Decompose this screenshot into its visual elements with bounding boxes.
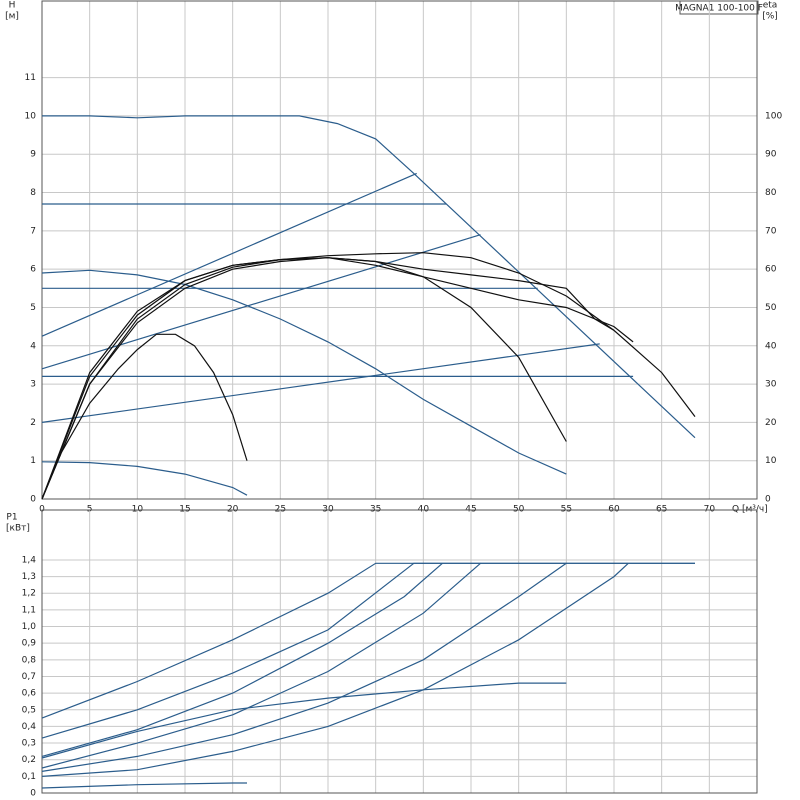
curve [41,172,417,337]
curve [41,269,567,475]
y-unit: [кВт] [6,524,30,534]
y-unit: [м] [5,12,19,22]
y-tick-label: 1 [30,456,36,466]
y2-unit: [%] [762,12,778,22]
y2-tick-label: 40 [765,341,777,351]
curve [41,682,567,759]
y2-tick-label: 30 [765,380,777,390]
curve [41,252,696,500]
curve [41,257,615,500]
y2-tick-label: 20 [765,418,777,428]
y-tick-label: 4 [30,341,36,351]
curve [42,115,696,439]
y2-tick-label: 50 [765,303,777,313]
y-tick-label: 3 [30,380,36,390]
y-tick-label: 8 [30,188,36,198]
y-tick-label: 0,3 [22,739,36,749]
y2-tick-label: 60 [765,265,777,275]
y-tick-label: 0,4 [22,722,37,732]
plot-frame [41,509,758,794]
y-tick-label: 7 [30,226,36,236]
y-tick-label: 1,0 [22,622,37,632]
y-tick-label: 0,1 [22,772,36,782]
y2-label: eta [763,1,778,11]
y-tick-label: 1,2 [22,589,36,599]
curve [41,562,695,739]
y2-tick-label: 80 [765,188,777,198]
y-tick-label: 0,9 [22,639,37,649]
y2-tick-label: 70 [765,226,777,236]
y-tick-label: 0,6 [22,689,37,699]
y-label: H [9,1,16,11]
plot-frame [41,0,758,500]
y-tick-label: 5 [30,303,36,313]
curve [41,562,481,769]
y-tick-label: 0,5 [22,705,36,715]
y-tick-label: 11 [25,73,36,83]
curve [41,257,567,500]
curve [41,782,247,789]
y2-tick-label: 100 [765,111,782,121]
curve [41,562,629,777]
curve [41,461,248,496]
y-tick-label: 6 [30,265,36,275]
y-tick-label: 10 [25,111,37,121]
y-tick-label: 2 [30,418,36,428]
curve [41,343,600,423]
chart-title: MAGNA1 100-100 F [675,4,763,14]
y-tick-label: 1,3 [22,572,36,582]
y-tick-label: 1,1 [22,605,36,615]
y-label: P1 [6,513,17,523]
y2-tick-label: 90 [765,150,777,160]
y-tick-label: 0 [30,495,36,505]
curve [41,234,481,370]
curve [41,333,248,500]
y-tick-label: 1,4 [22,555,37,565]
curve [41,562,443,757]
y2-tick-label: 10 [765,456,777,466]
y-tick-label: 0,2 [22,755,36,765]
y-tick-label: 0,7 [22,672,36,682]
curve [41,562,567,772]
y-tick-label: 0 [30,789,36,799]
y-tick-label: 0,8 [22,655,37,665]
curve [41,257,634,500]
y2-tick-label: 0 [765,495,771,505]
y-tick-label: 9 [30,150,36,160]
